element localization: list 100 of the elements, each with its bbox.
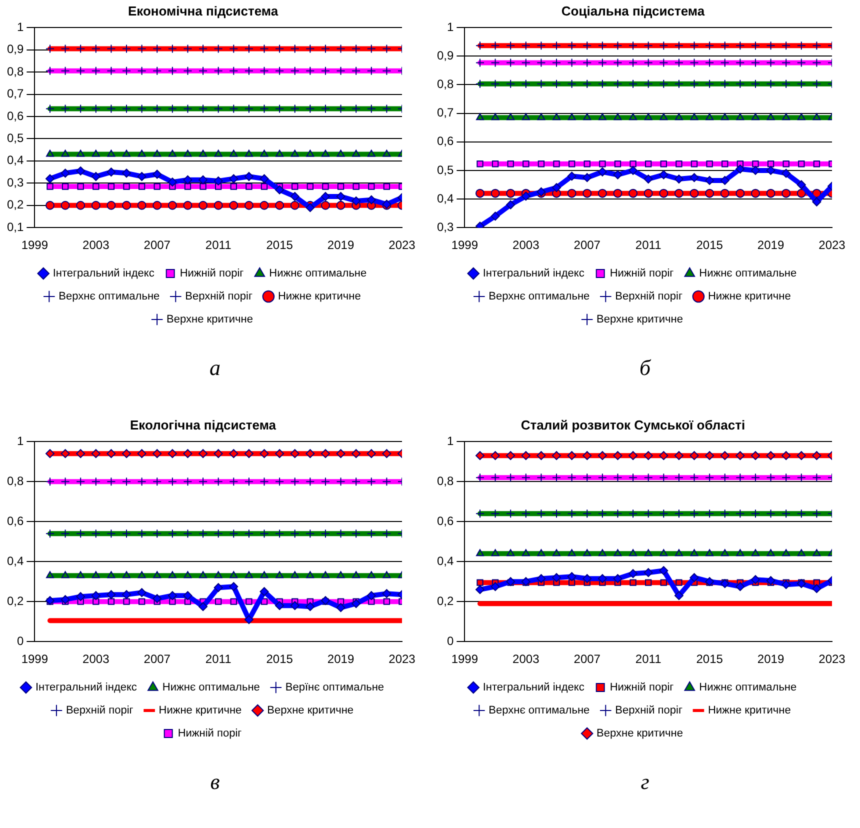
legend-label: Нижнє оптимальне [269,268,367,280]
y-tick-label: 0,1 [6,220,24,234]
point [320,192,330,201]
point [46,571,54,578]
point [567,188,576,198]
point [367,571,376,578]
point [720,579,730,588]
point [568,579,576,586]
point [275,185,284,194]
point [506,200,516,210]
legend-label: Інтегральний індекс [482,268,585,280]
point [366,449,376,458]
y-tick-label: 1 [16,20,24,34]
point [490,582,500,592]
point [552,113,560,120]
chart-title: Економічна підсистема [128,3,279,18]
point [476,549,484,556]
point [322,150,330,157]
point [796,180,806,190]
point [812,451,822,460]
point [490,188,500,198]
point [767,160,774,168]
point [336,192,346,201]
x-tick-label: 2003 [512,238,540,252]
legend-label: Нижнє оптимальне [162,682,260,694]
point [567,572,576,582]
point [614,549,622,556]
point [76,449,86,458]
point [290,449,300,458]
y-tick-label: 1 [16,434,24,448]
point [475,451,484,460]
point [736,582,745,592]
point [491,549,500,556]
point [198,200,208,210]
point [352,449,361,458]
point [736,549,744,556]
point [491,113,500,120]
point [706,160,713,168]
point [306,150,314,157]
point [290,150,299,157]
point [368,183,375,190]
point [214,176,223,186]
point [214,150,222,157]
x-tick-label: 2019 [327,652,354,666]
point [168,150,176,157]
point [796,451,806,460]
point [628,451,638,460]
point [246,598,252,605]
point [812,113,821,120]
point [107,150,116,157]
legend-label: Верхне критичне [166,314,253,326]
y-tick-label: 0,6 [6,108,24,123]
point [676,579,682,586]
point [260,587,269,596]
point [367,150,376,157]
point [337,183,344,190]
point [613,188,622,198]
y-tick-label: 0,8 [436,474,454,488]
point [184,150,192,157]
point [183,200,192,210]
y-tick-label: 0,4 [436,191,454,206]
x-tick-label: 2019 [757,652,784,666]
x-tick-label: 2011 [205,238,232,252]
point [537,549,546,556]
point [122,449,132,458]
x-tick-label: 2003 [82,652,110,666]
legend-label: Нижній поріг [178,728,242,740]
point [214,200,223,210]
y-tick-label: 0 [446,634,454,648]
point [290,192,300,201]
point [306,183,314,190]
point [690,160,698,168]
chart-title: Сталий розвиток Сумської області [520,417,746,432]
point [306,602,315,612]
point [382,589,392,598]
point [366,195,376,204]
point [583,549,592,556]
point [244,449,254,458]
point [629,113,637,120]
point [582,574,592,584]
point [521,451,530,460]
point [123,598,130,605]
y-tick-label: 1 [446,434,454,448]
point [154,183,160,190]
point [506,451,516,460]
point [628,188,638,198]
point [538,160,545,168]
x-tick-label: 2007 [144,238,171,252]
point [76,150,85,157]
point [674,188,684,198]
legend-label: Верхнє оптимальне [488,290,590,303]
point [137,200,146,210]
point [306,203,315,212]
point [168,591,177,600]
point [122,200,132,210]
point [62,183,69,190]
point [568,113,576,120]
point [752,113,760,120]
point [567,451,576,460]
point [106,168,116,177]
